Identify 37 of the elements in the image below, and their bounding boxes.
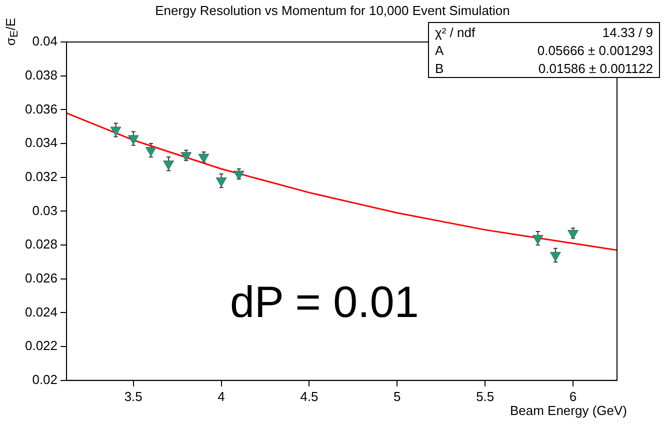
y-tick-label: 0.026: [24, 270, 58, 286]
x-tick-label: 4: [218, 388, 225, 404]
point: [110, 126, 122, 136]
annotation: 0.01586 ± 0.001122: [537, 60, 654, 78]
x-axis-title: Beam Energy (GeV): [510, 403, 627, 418]
annotation: A: [434, 42, 445, 59]
y-tick-label: 0.036: [24, 101, 58, 116]
point: [550, 252, 561, 262]
x-tick-label: 6: [569, 388, 577, 404]
y-tick-label: 0.034: [24, 135, 58, 150]
y-tick-label: 0.04: [32, 34, 58, 49]
y-tick-label: 0.03: [32, 202, 58, 218]
x-tick-label: 5.5: [476, 388, 494, 404]
annotation: 0.05666 ± 0.001293: [536, 42, 654, 59]
text: 14.33 / 9: [601, 24, 654, 41]
text: χ² / ndf: [434, 24, 476, 41]
y-tick-label: 0.022: [24, 338, 58, 354]
y-tick-label: 0.028: [24, 236, 58, 252]
annotation: dP = 0.01: [230, 278, 419, 328]
y-tick-label: 0.02: [32, 372, 58, 387]
point: [532, 235, 544, 245]
point: [146, 147, 156, 157]
x-tick-label: 5: [394, 388, 401, 404]
point: [216, 177, 227, 187]
x-tick-label: 3.5: [124, 388, 142, 404]
y-tick-label: 0.024: [24, 304, 58, 320]
x-tick-label: 4.5: [300, 388, 318, 404]
y-tick-label: 0.038: [24, 67, 58, 82]
point: [233, 170, 244, 180]
point: [128, 135, 139, 145]
point: [198, 154, 210, 164]
y-tick-label: 0.032: [24, 168, 58, 184]
annotation: B: [434, 60, 445, 78]
point: [568, 230, 578, 240]
point: [180, 152, 192, 162]
point: [163, 160, 174, 170]
chart-title: Energy Resolution vs Momentum for 10,000 Event Simulation: [154, 3, 511, 18]
